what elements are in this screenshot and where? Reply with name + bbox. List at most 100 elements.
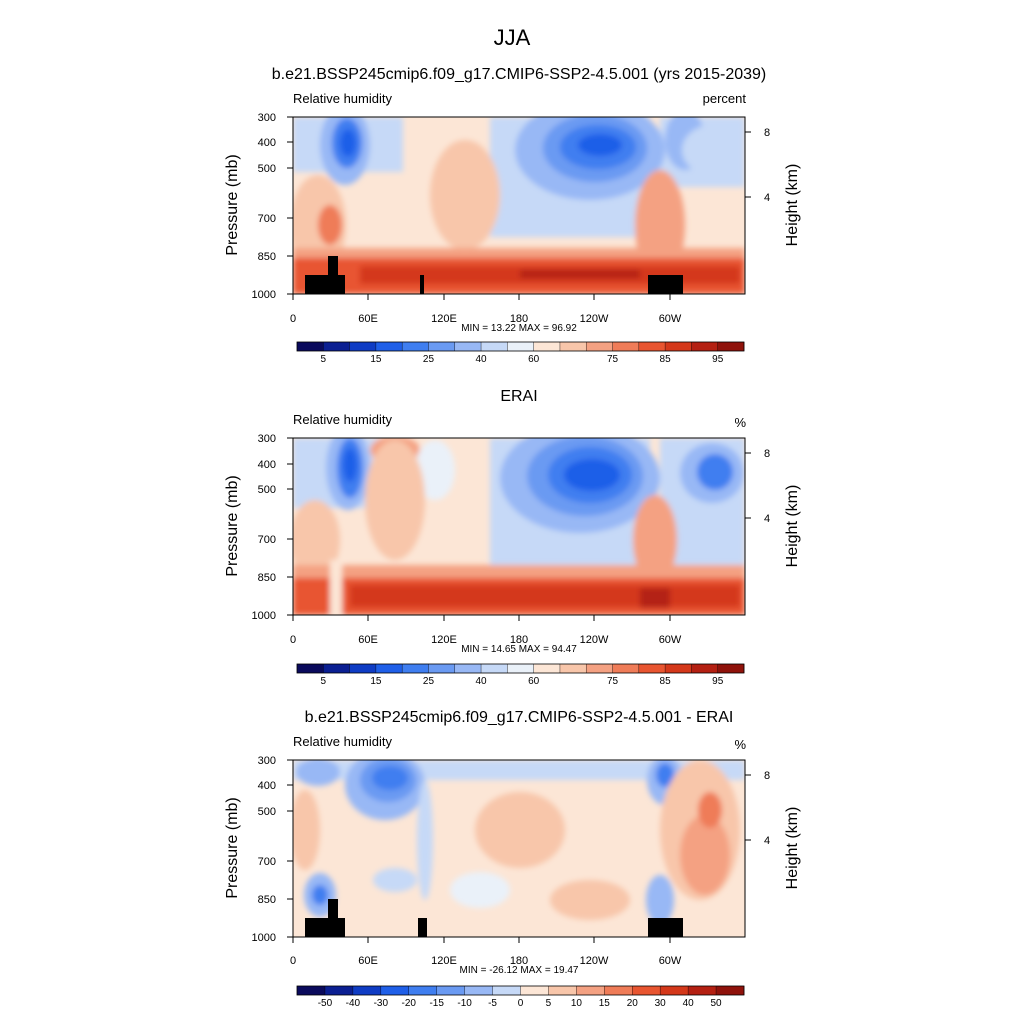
colorbar-label: 85 <box>660 676 672 687</box>
colorbar: -50 -40 -30 -20 -15 -10 -5 0 5 10 15 20 30 40 50 <box>296 985 745 1009</box>
y-axis-label: Pressure (mb) <box>224 797 241 898</box>
colorbar-swatch <box>507 664 534 673</box>
y-tick-label: 850 <box>258 572 276 584</box>
colorbar-swatch <box>324 986 354 995</box>
y-tick-label: 700 <box>258 534 276 546</box>
field-region <box>656 763 674 787</box>
y-axis: 300 400 500 700 850 1000 Pressure (mb) <box>224 112 293 301</box>
y-tick-label: 700 <box>258 213 276 225</box>
colorbar-swatch <box>380 986 410 995</box>
colorbar-swatch <box>402 664 429 673</box>
y2-axis-label: Height (km) <box>784 807 801 890</box>
colorbar-swatch <box>454 342 482 351</box>
figure-title: JJA <box>494 25 531 50</box>
y2-axis-label: Height (km) <box>784 485 801 568</box>
colorbar-label: 95 <box>712 676 724 687</box>
y2-axis-label: Height (km) <box>784 164 801 247</box>
colorbar-label: -10 <box>457 998 472 1009</box>
field-region <box>415 440 455 500</box>
y-tick-label: 300 <box>258 755 276 767</box>
colorbar-swatch <box>454 664 482 673</box>
variable-label: Relative humidity <box>293 734 392 749</box>
panel-title: ERAI <box>500 388 537 405</box>
colorbar: 5 15 25 40 60 75 85 95 <box>296 663 745 687</box>
units-label: % <box>734 737 746 752</box>
colorbar-swatch <box>638 664 666 673</box>
colorbar-swatch <box>352 986 382 995</box>
field-region <box>475 792 565 868</box>
field-region <box>682 125 742 175</box>
colorbar-swatch <box>375 342 403 351</box>
colorbar-swatch <box>604 986 633 995</box>
colorbar-swatch <box>492 986 521 995</box>
y-tick-label: 850 <box>258 894 276 906</box>
colorbar-label: -40 <box>346 998 361 1009</box>
x-tick-label: 0 <box>290 313 296 325</box>
y2-axis: 8 4 Height (km) <box>745 448 801 567</box>
colorbar-swatch <box>632 986 661 995</box>
y-tick-label: 400 <box>258 780 276 792</box>
y-tick-label: 400 <box>258 459 276 471</box>
colorbar-swatch <box>612 664 640 673</box>
colorbar-label: -20 <box>402 998 417 1009</box>
colorbar: 5 15 25 40 60 75 85 95 <box>296 341 745 365</box>
colorbar-swatch <box>717 664 745 673</box>
x-tick-label: 180 <box>510 634 528 646</box>
y-axis-label: Pressure (mb) <box>224 154 241 255</box>
terrain-mask <box>418 918 427 937</box>
x-tick-label: 60E <box>358 955 378 967</box>
min-max-label: MIN = 14.65 MAX = 94.47 <box>461 644 577 655</box>
colorbar-frame <box>296 663 745 674</box>
colorbar-swatch <box>375 664 403 673</box>
field-region <box>520 270 640 278</box>
y-tick-label: 500 <box>258 806 276 818</box>
x-axis: 0 60E 120E 180 120W 60W <box>290 615 682 646</box>
colorbar-swatch <box>481 664 508 673</box>
field-region <box>330 560 342 615</box>
x-axis: 0 60E 120E 180 120W 60W <box>290 294 682 325</box>
colorbar-swatch <box>559 342 587 351</box>
panel-model: b.e21.BSSP245cmip6.f09_g17.CMIP6-SSP2-4.… <box>224 66 801 365</box>
x-tick-label: 180 <box>510 955 528 967</box>
colorbar-swatch <box>402 342 429 351</box>
colorbar-swatch <box>638 342 666 351</box>
colorbar-swatch <box>586 664 613 673</box>
y-tick-label: 1000 <box>252 289 276 301</box>
colorbar-swatch <box>349 664 377 673</box>
terrain-mask <box>648 275 683 294</box>
field-region <box>450 872 510 908</box>
y-tick-label: 850 <box>258 251 276 263</box>
field-region <box>633 495 677 585</box>
colorbar-swatch <box>323 664 350 673</box>
colorbar-swatch <box>576 986 605 995</box>
field-region <box>318 205 342 245</box>
colorbar-swatch <box>586 342 613 351</box>
heatmap-field <box>293 117 745 294</box>
heatmap-field <box>293 438 745 615</box>
y-tick-label: 700 <box>258 856 276 868</box>
colorbar-swatch <box>716 986 745 995</box>
x-tick-label: 60W <box>659 955 682 967</box>
y2-tick-label: 8 <box>764 770 770 782</box>
colorbar-swatch <box>717 342 745 351</box>
field-region <box>578 134 622 156</box>
y-axis: 300 400 500 700 850 1000 Pressure (mb) <box>224 433 293 622</box>
colorbar-label: 15 <box>370 354 382 365</box>
colorbar-label: 0 <box>518 998 524 1009</box>
colorbar-swatch <box>481 342 508 351</box>
x-tick-label: 60W <box>659 634 682 646</box>
x-tick-label: 0 <box>290 634 296 646</box>
y-tick-label: 300 <box>258 433 276 445</box>
y-tick-label: 1000 <box>252 610 276 622</box>
variable-label: Relative humidity <box>293 412 392 427</box>
variable-label: Relative humidity <box>293 91 392 106</box>
field-region <box>340 129 356 157</box>
colorbar-swatch <box>297 664 324 673</box>
colorbar-label: 50 <box>710 998 722 1009</box>
y-tick-label: 400 <box>258 137 276 149</box>
colorbar-swatch <box>688 986 717 995</box>
field-region <box>293 790 320 870</box>
colorbar-label: 20 <box>627 998 639 1009</box>
y-axis: 300 400 500 700 850 1000 Pressure (mb) <box>224 755 293 944</box>
